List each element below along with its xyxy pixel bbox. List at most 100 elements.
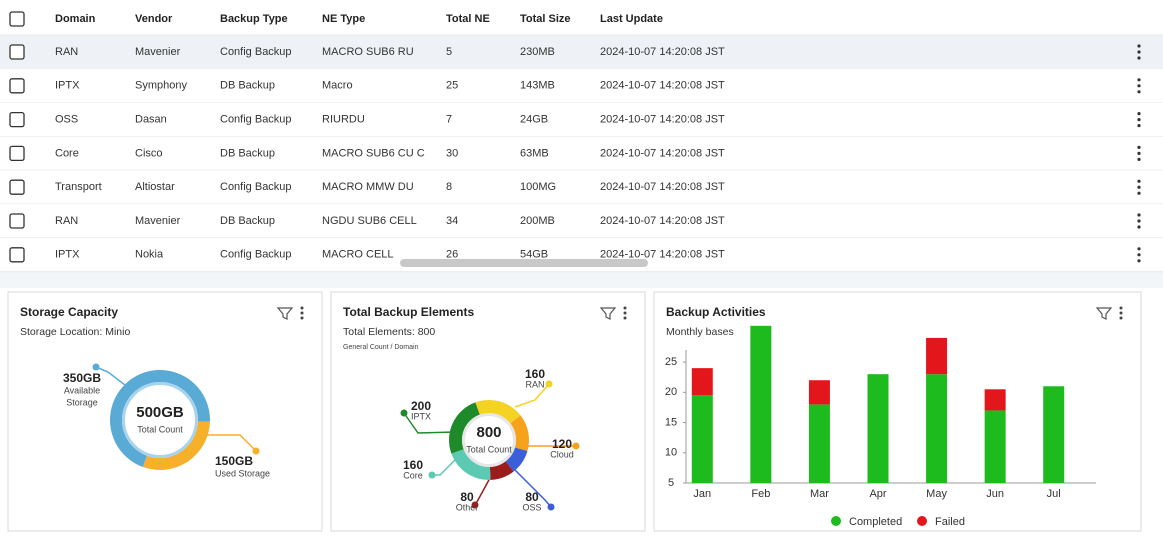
table-cell: Macro [322,80,353,92]
segment-value: 160 [525,367,545,381]
segment-name: RAN [525,379,544,389]
kebab-menu[interactable] [1137,253,1141,257]
panel-note: General Count / Domain [343,344,419,351]
panel-subtitle: Monthly bases [666,326,734,338]
x-tick-label: Mar [810,488,829,500]
kebab-menu[interactable] [623,306,627,310]
callout-dot [428,471,436,479]
x-tick-label: Jan [693,488,711,500]
checkbox[interactable] [9,145,25,162]
table-cell: 63MB [520,147,549,159]
kebab-menu[interactable] [1137,90,1141,94]
filter-icon[interactable] [276,307,294,320]
callout-dot [471,501,479,509]
segment-caption: Used Storage [215,468,270,478]
callout-dot [545,380,553,388]
table-row [0,136,1163,171]
kebab-menu[interactable] [300,311,304,315]
table-cell: DB Backup [220,215,275,227]
table-row [0,35,1163,69]
segment-name: Other [456,502,479,512]
checkbox[interactable] [9,213,25,229]
filter-icon[interactable] [1095,307,1113,320]
segment-value: 200 [411,399,431,413]
column-header: Last Update [600,13,663,25]
panel-subtitle: Storage Location: Minio [20,326,130,338]
kebab-menu[interactable] [1137,50,1141,54]
checkbox[interactable] [9,11,25,27]
kebab-menu[interactable] [623,311,627,315]
x-tick-label: Feb [751,488,770,500]
bar-segment [691,368,713,396]
table-cell: Config Backup [220,249,292,261]
y-tick-label: 25 [665,356,677,368]
table-cell: 30 [446,147,458,159]
y-tick-label: 5 [668,477,674,489]
column-header: Vendor [135,13,173,25]
kebab-menu[interactable] [1137,247,1141,251]
kebab-menu[interactable] [1137,185,1141,189]
panel-frame [7,291,323,532]
table-cell: RAN [55,215,78,227]
kebab-menu[interactable] [1137,225,1141,229]
kebab-menu[interactable] [1137,145,1141,149]
kebab-menu[interactable] [1137,118,1141,122]
kebab-menu[interactable] [1137,112,1141,116]
kebab-menu[interactable] [1137,78,1141,82]
callout-line [514,383,550,408]
table-cell: 2024-10-07 14:20:08 JST [600,249,725,261]
kebab-menu[interactable] [1137,213,1141,217]
bar-segment [808,380,830,405]
kebab-menu[interactable] [1137,124,1141,128]
segment-name: IPTX [411,411,431,421]
donut-segment [142,421,210,470]
donut-total-caption: Total Count [137,424,183,434]
table-cell: 34 [446,215,458,227]
checkbox[interactable] [9,179,25,195]
table-cell: 143MB [520,80,555,92]
y-tick-label: 15 [665,416,677,428]
table-cell: Mavenier [135,46,181,58]
legend-label: Completed [849,516,902,528]
kebab-menu[interactable] [1137,44,1141,48]
column-header: Total Size [520,13,571,25]
kebab-menu[interactable] [1137,56,1141,60]
kebab-menu[interactable] [1119,306,1123,310]
table-row [0,204,1163,238]
table-cell: 2024-10-07 14:20:08 JST [600,46,725,58]
donut-segment [449,402,480,454]
callout-dot [92,363,100,371]
checkbox[interactable] [9,247,25,263]
kebab-menu[interactable] [1137,157,1141,161]
table-cell: 2024-10-07 14:20:08 JST [600,181,725,193]
checkbox[interactable] [9,44,25,60]
y-tick-label: 10 [665,447,677,459]
kebab-menu[interactable] [1119,311,1123,315]
table-cell: 24GB [520,114,548,126]
panel-title: Total Backup Elements [343,305,474,319]
segment-value: 160 [403,458,423,472]
segment-caption: Storage [66,397,98,407]
bar-segment [691,395,713,483]
kebab-menu[interactable] [1137,259,1141,263]
kebab-menu[interactable] [1137,151,1141,155]
column-header: NE Type [322,13,365,25]
table-cell: Symphony [135,80,187,92]
x-tick-label: May [926,488,947,500]
table-cell: DB Backup [220,147,275,159]
kebab-menu[interactable] [300,316,304,320]
x-tick-label: Jul [1047,488,1061,500]
kebab-menu[interactable] [1137,219,1141,223]
filter-icon[interactable] [599,307,617,320]
checkbox[interactable] [9,111,25,128]
kebab-menu[interactable] [300,306,304,310]
kebab-menu[interactable] [1119,316,1123,320]
kebab-menu[interactable] [1137,191,1141,195]
scrollbar[interactable] [400,259,648,267]
kebab-menu[interactable] [1137,179,1141,183]
checkbox[interactable] [9,78,25,94]
x-tick-label: Jun [986,488,1004,500]
kebab-menu[interactable] [623,316,627,320]
kebab-menu[interactable] [1137,84,1141,88]
